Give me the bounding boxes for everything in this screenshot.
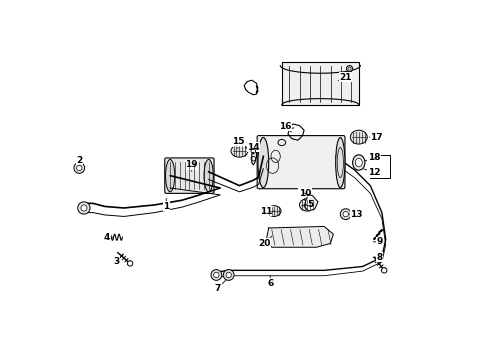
Text: 2: 2	[76, 156, 82, 165]
Text: 18: 18	[367, 153, 380, 162]
Text: 5: 5	[306, 201, 313, 210]
Polygon shape	[304, 193, 317, 211]
Text: 9: 9	[376, 237, 382, 246]
Circle shape	[223, 270, 234, 280]
Text: 21: 21	[339, 73, 351, 82]
FancyBboxPatch shape	[164, 158, 214, 193]
Circle shape	[346, 66, 352, 72]
FancyBboxPatch shape	[257, 136, 344, 189]
Ellipse shape	[352, 155, 364, 170]
Ellipse shape	[257, 138, 268, 188]
Text: 11: 11	[260, 207, 272, 216]
Circle shape	[77, 165, 82, 171]
Circle shape	[127, 261, 133, 266]
Ellipse shape	[299, 199, 314, 211]
Polygon shape	[281, 62, 358, 105]
Text: 17: 17	[369, 132, 382, 141]
Circle shape	[78, 202, 90, 214]
Text: 13: 13	[349, 210, 362, 219]
Circle shape	[340, 209, 350, 220]
Circle shape	[74, 163, 84, 173]
Circle shape	[81, 205, 87, 211]
Polygon shape	[266, 226, 333, 247]
Ellipse shape	[203, 159, 213, 192]
Circle shape	[213, 272, 219, 278]
Text: 14: 14	[246, 143, 259, 152]
Text: 1: 1	[163, 202, 169, 211]
Circle shape	[225, 272, 231, 278]
Text: 6: 6	[266, 279, 273, 288]
Ellipse shape	[349, 130, 366, 144]
Ellipse shape	[230, 145, 247, 157]
Text: 8: 8	[376, 253, 382, 262]
Text: 4: 4	[103, 233, 110, 242]
Text: 19: 19	[185, 160, 198, 169]
Ellipse shape	[355, 158, 362, 167]
Ellipse shape	[266, 206, 281, 216]
Circle shape	[210, 270, 221, 280]
Circle shape	[347, 67, 350, 70]
Text: 3: 3	[113, 257, 119, 266]
Circle shape	[381, 267, 386, 273]
Text: 12: 12	[367, 168, 380, 177]
Ellipse shape	[335, 138, 344, 188]
Text: 10: 10	[298, 189, 310, 198]
Text: 20: 20	[257, 239, 270, 248]
Ellipse shape	[165, 159, 174, 192]
Text: 16: 16	[279, 122, 291, 131]
Text: 15: 15	[231, 137, 244, 146]
Circle shape	[342, 211, 347, 217]
Text: 7: 7	[214, 284, 221, 293]
